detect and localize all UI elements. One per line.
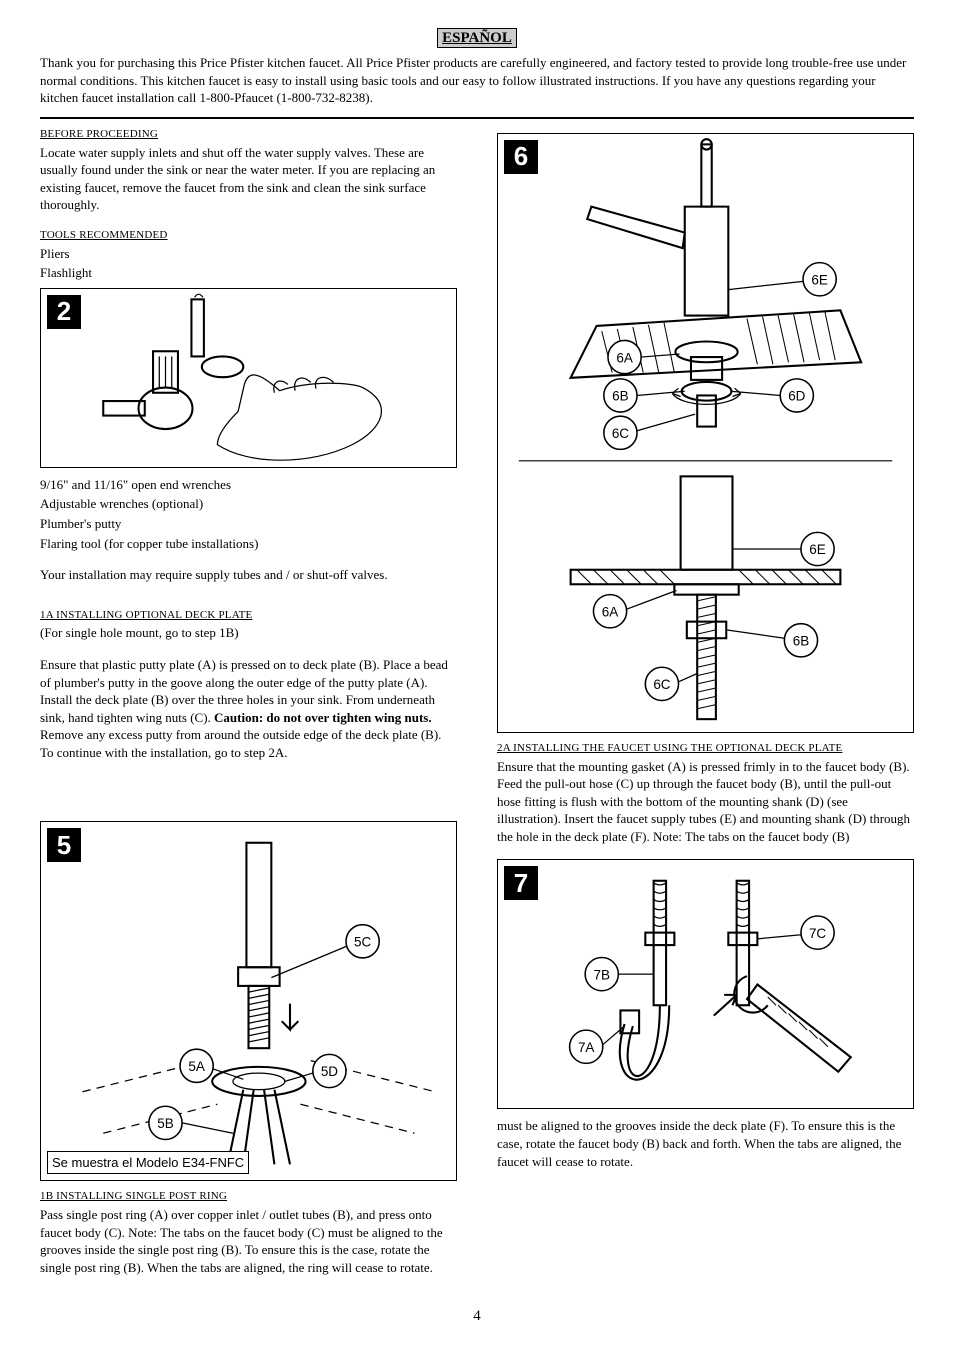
- step-1a-caution: Caution: do not over tighten wing nuts.: [214, 710, 432, 725]
- step-1a-heading: 1A INSTALLING OPTIONAL DECK PLATE: [40, 608, 457, 623]
- intro-paragraph: Thank you for purchasing this Price Pfis…: [40, 54, 914, 107]
- figure-number: 6: [504, 140, 538, 174]
- language-link-label: ESPAÑOL: [437, 28, 517, 48]
- callout-6e-top: 6E: [811, 272, 827, 287]
- callout-5a: 5A: [188, 1059, 204, 1074]
- callout-7c: 7C: [809, 926, 826, 941]
- callout-6e-bot: 6E: [809, 542, 825, 557]
- figure-2: 2: [40, 288, 457, 468]
- before-heading: BEFORE PROCEEDING: [40, 127, 457, 142]
- figure-number: 5: [47, 828, 81, 862]
- figure-6: 6: [497, 133, 914, 733]
- tools-item: 9/16" and 11/16" open end wrenches: [40, 476, 457, 494]
- before-body: Locate water supply inlets and shut off …: [40, 144, 457, 214]
- right-column: 6: [497, 127, 914, 1290]
- tools-item: Flaring tool (for copper tube installati…: [40, 535, 457, 553]
- callout-5d: 5D: [321, 1064, 338, 1079]
- tools-item: Adjustable wrenches (optional): [40, 495, 457, 513]
- callout-5b: 5B: [157, 1116, 173, 1131]
- callout-7b: 7B: [594, 968, 610, 983]
- step-1a-note: (For single hole mount, go to step 1B): [40, 624, 457, 642]
- divider: [40, 117, 914, 119]
- figure-5-svg: 5C 5A 5D 5B: [41, 822, 456, 1196]
- callout-6a-bot: 6A: [602, 604, 618, 619]
- figure-7: 7: [497, 859, 914, 1109]
- continuation-body: must be aligned to the grooves inside th…: [497, 1117, 914, 1170]
- callout-6b-top: 6B: [612, 389, 628, 404]
- step-2a-body: Ensure that the mounting gasket (A) is p…: [497, 758, 914, 846]
- callout-6c-top: 6C: [612, 426, 629, 441]
- callout-5c: 5C: [354, 935, 371, 950]
- language-link[interactable]: ESPAÑOL: [40, 28, 914, 48]
- figure-7-svg: 7C 7B 7A: [498, 860, 913, 1119]
- callout-6c-bot: 6C: [653, 677, 670, 692]
- tools-item: Pliers: [40, 245, 457, 263]
- figure-number: 7: [504, 866, 538, 900]
- tools-note: Your installation may require supply tub…: [40, 566, 457, 584]
- left-column: BEFORE PROCEEDING Locate water supply in…: [40, 127, 457, 1290]
- page-number: 4: [40, 1306, 914, 1326]
- step-1a-text-b: Remove any excess putty from around the …: [40, 727, 441, 760]
- figure-6-svg: 6E 6A 6B 6D: [498, 134, 913, 757]
- figure-5-caption: Se muestra el Modelo E34-FNFC: [47, 1151, 249, 1175]
- step-1b-body: Pass single post ring (A) over copper in…: [40, 1206, 457, 1276]
- callout-6d-top: 6D: [788, 389, 805, 404]
- figure-5: 5: [40, 821, 457, 1181]
- tools-heading: TOOLS RECOMMENDED: [40, 228, 457, 243]
- tools-item: Flashlight: [40, 264, 457, 282]
- callout-6b-bot: 6B: [793, 633, 809, 648]
- tools-item: Plumber's putty: [40, 515, 457, 533]
- figure-2-svg: [41, 289, 456, 476]
- figure-number: 2: [47, 295, 81, 329]
- callout-7a: 7A: [578, 1040, 594, 1055]
- callout-6a-top: 6A: [616, 350, 632, 365]
- step-1a-body: Ensure that plastic putty plate (A) is p…: [40, 656, 457, 761]
